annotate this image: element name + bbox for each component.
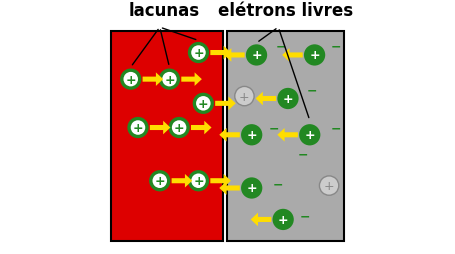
FancyArrow shape [224,49,245,62]
FancyArrow shape [278,129,298,142]
Text: +: + [278,213,288,226]
Circle shape [172,121,187,135]
FancyArrow shape [191,121,212,135]
Circle shape [188,43,209,64]
Circle shape [152,174,167,188]
Text: +: + [324,179,334,192]
Text: +: + [246,182,257,195]
Text: −: − [331,41,342,54]
FancyArrow shape [142,73,163,87]
Circle shape [192,93,214,115]
FancyArrow shape [219,182,240,195]
FancyArrow shape [181,73,202,87]
Circle shape [246,45,267,66]
Text: +: + [251,49,262,62]
Circle shape [299,125,320,146]
Circle shape [278,88,298,110]
Text: +: + [246,129,257,142]
Text: +: + [126,73,136,86]
Text: +: + [164,73,175,86]
Text: +: + [239,90,250,103]
Text: +: + [133,122,143,134]
Circle shape [241,125,263,146]
FancyArrow shape [210,174,231,188]
Circle shape [120,69,142,90]
Bar [228,32,344,241]
Circle shape [319,176,339,196]
Text: −: − [275,41,286,54]
Bar [111,32,222,241]
Text: −: − [268,122,279,134]
Text: +: + [193,47,204,60]
Circle shape [168,117,190,139]
Circle shape [273,209,294,230]
Circle shape [235,87,254,106]
FancyArrow shape [219,129,240,142]
Text: +: + [309,49,320,62]
Circle shape [131,121,145,135]
Text: +: + [154,174,165,187]
Text: −: − [273,178,283,191]
Circle shape [149,170,171,192]
FancyArrow shape [150,121,171,135]
Circle shape [162,73,177,87]
Text: +: + [198,98,209,110]
Circle shape [241,178,263,199]
FancyArrow shape [256,92,276,106]
Circle shape [304,45,325,66]
Circle shape [159,69,180,90]
Text: +: + [304,129,315,142]
Circle shape [123,73,138,87]
Text: +: + [283,93,293,106]
Text: +: + [193,174,204,187]
Circle shape [191,174,206,188]
Text: lacunas: lacunas [129,2,200,20]
Text: elétrons livres: elétrons livres [218,2,353,20]
Text: −: − [297,148,308,161]
FancyArrow shape [282,49,303,62]
Text: −: − [300,210,310,223]
Text: +: + [174,122,184,134]
Text: −: − [331,122,342,134]
Circle shape [188,170,209,192]
FancyArrow shape [251,213,271,226]
FancyArrow shape [210,46,231,60]
FancyArrow shape [215,97,236,111]
FancyArrow shape [172,174,192,188]
Circle shape [127,117,149,139]
Circle shape [191,46,206,60]
Circle shape [196,97,211,111]
Text: −: − [307,84,318,97]
